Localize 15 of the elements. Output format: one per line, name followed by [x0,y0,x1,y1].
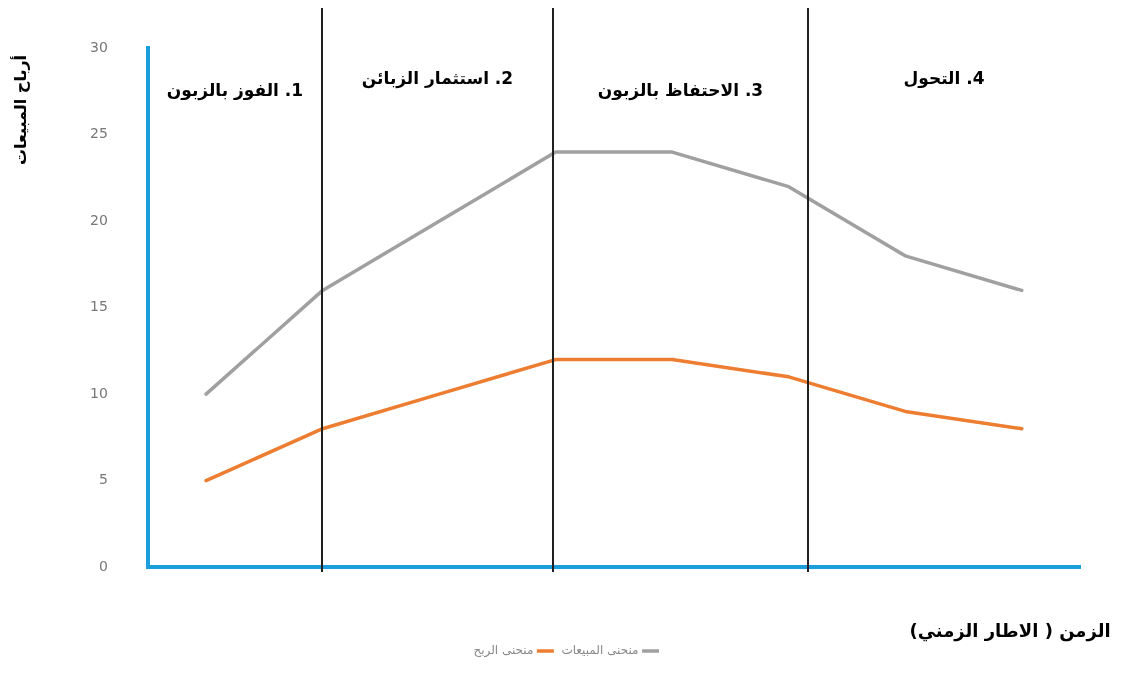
y-tick-label: 30 [89,39,108,56]
y-tick-label: 0 [98,557,108,574]
annotation: 3. الاحتفاظ بالزبون [597,80,764,102]
legend-label: منحنى المبيعات [561,643,639,658]
annotation: 4. التحول [903,68,985,90]
y-tick-label: 10 [89,384,108,401]
legend-label: منحنى الربح [473,643,534,659]
annotation: 2. استثمار الزبائن [361,68,514,90]
y-axis-title: أرباح المبيعات [10,54,31,166]
y-tick-label: 25 [89,125,108,142]
y-tick-label: 5 [98,471,108,488]
y-tick-label: 20 [89,211,108,228]
annotation: 1. الفوز بالزبون [166,80,304,102]
x-axis-title: الزمن ( الاطار الزمني) [909,619,1111,642]
y-tick-label: 15 [89,298,108,315]
